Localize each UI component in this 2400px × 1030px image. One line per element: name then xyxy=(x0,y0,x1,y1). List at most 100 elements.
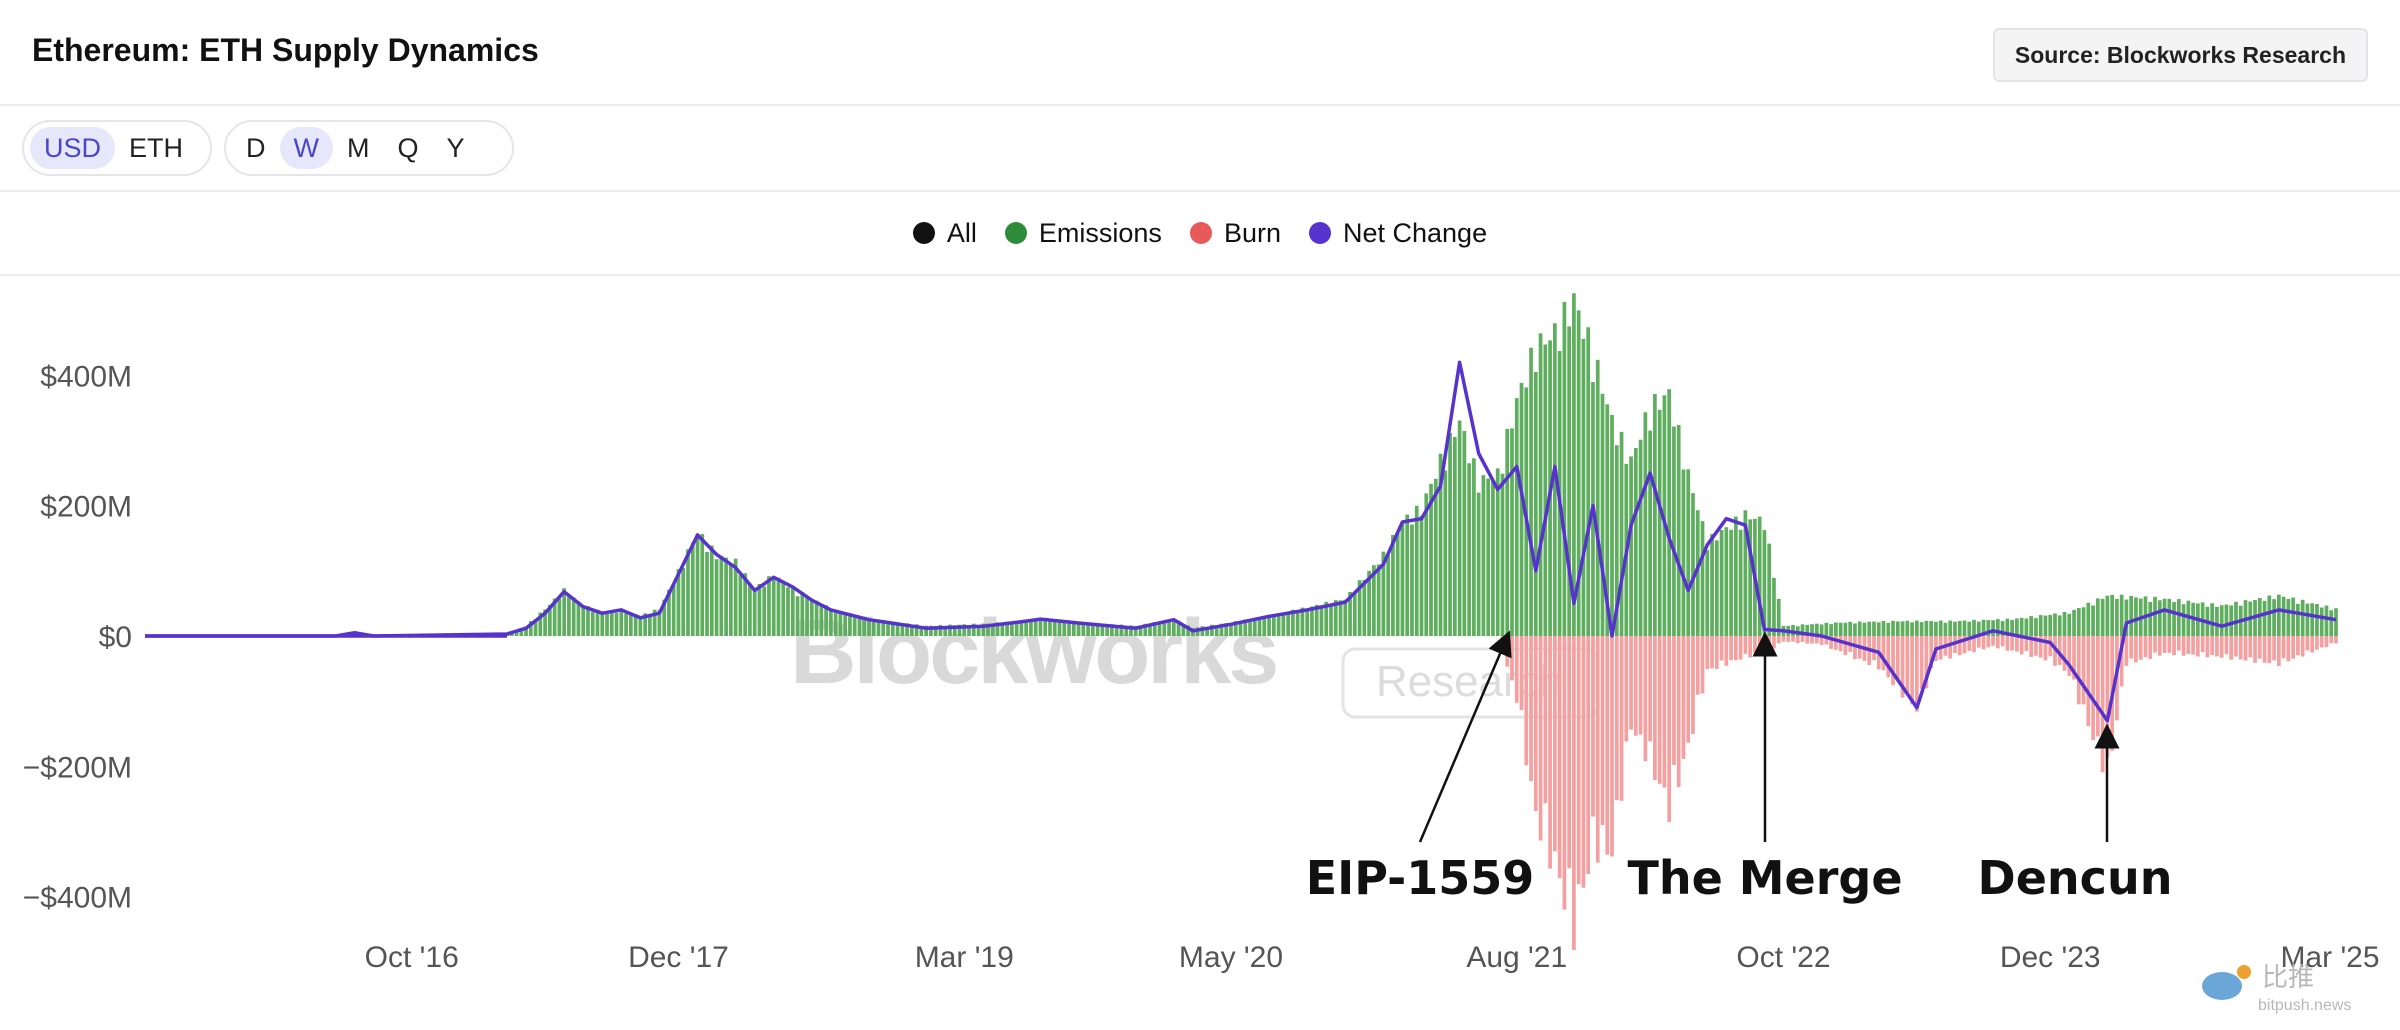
emissions-bar xyxy=(1605,404,1610,636)
emissions-bar xyxy=(676,569,681,636)
emissions-bar xyxy=(1672,426,1676,636)
emissions-bar xyxy=(2315,603,2319,636)
burn-bar xyxy=(2081,636,2086,705)
burn-bar xyxy=(2157,636,2162,656)
emissions-bar xyxy=(1338,600,1343,636)
burn-bar xyxy=(2095,636,2100,737)
burn-bar xyxy=(2272,636,2276,661)
emissions-bar xyxy=(1514,398,1519,636)
burn-bar xyxy=(2148,636,2153,659)
burn-bar xyxy=(1929,636,1933,669)
emissions-bar xyxy=(1619,431,1624,636)
legend-item-net-change[interactable]: Net Change xyxy=(1308,217,1488,249)
emissions-bar xyxy=(1024,621,1029,636)
emissions-bar xyxy=(1824,622,1829,636)
emissions-bar xyxy=(1710,534,1714,636)
source-button[interactable]: Source: Blockworks Research xyxy=(1992,28,2368,82)
emissions-bar xyxy=(1553,323,1557,636)
emissions-bar xyxy=(1867,621,1872,636)
supply-chart: Blockworks Research $400M $200M $0 −$200M −$… xyxy=(23,293,2380,974)
emissions-bar xyxy=(805,597,809,636)
legend-dot-burn xyxy=(1189,222,1212,244)
x-tick-label: Aug '21 xyxy=(1466,941,1567,974)
x-tick-label: Oct '16 xyxy=(365,941,459,974)
burn-bar xyxy=(1510,636,1514,681)
emissions-bar xyxy=(2162,598,2167,636)
burn-bar xyxy=(2138,636,2143,660)
burn-bar xyxy=(1814,636,1819,644)
burn-bar xyxy=(1838,636,1843,652)
burn-bar xyxy=(1919,636,1924,689)
burn-bar xyxy=(2210,636,2215,655)
x-tick-label: Mar '19 xyxy=(915,941,1014,974)
burn-bar xyxy=(2262,636,2267,663)
emissions-bar xyxy=(1819,624,1824,636)
annotation-label: Dencun xyxy=(1978,851,2173,905)
burn-bar xyxy=(1581,636,1586,888)
emissions-bar xyxy=(1433,478,1438,636)
burn-bar xyxy=(1819,636,1824,645)
burn-bar xyxy=(2005,636,2010,651)
emissions-bar xyxy=(2224,604,2229,636)
emissions-bar xyxy=(681,567,686,636)
emissions-bar xyxy=(1405,514,1410,636)
emissions-bar xyxy=(2043,615,2048,636)
burn-bar xyxy=(1529,636,1533,782)
legend-item-burn[interactable]: Burn xyxy=(1189,218,1281,249)
emissions-bar xyxy=(543,609,547,636)
emissions-bar xyxy=(1238,622,1243,636)
interval-w-button[interactable]: W xyxy=(279,127,333,169)
burn-bar xyxy=(2257,636,2262,659)
emissions-bar xyxy=(1086,622,1090,636)
burn-bar xyxy=(1691,636,1695,734)
burn-bar xyxy=(2062,636,2067,671)
interval-q-button[interactable]: Q xyxy=(397,133,419,163)
emissions-bar xyxy=(1576,310,1581,636)
burn-bar xyxy=(1795,636,1800,644)
bird-icon xyxy=(2202,972,2242,1000)
burn-bar xyxy=(1781,636,1786,642)
emissions-bar xyxy=(1572,293,1576,636)
burn-bar xyxy=(1700,636,1705,694)
legend-item-emissions[interactable]: Emissions xyxy=(1004,218,1162,249)
emissions-bar xyxy=(1443,470,1448,636)
legend-label-net-change: Net Change xyxy=(1342,217,1488,248)
emissions-bar xyxy=(1705,550,1710,636)
legend-item-all[interactable]: All xyxy=(912,218,977,249)
emissions-bar xyxy=(1776,598,1781,636)
emissions-bar xyxy=(1010,622,1014,636)
burn-bar xyxy=(2329,636,2334,644)
interval-y-button[interactable]: Y xyxy=(446,133,465,163)
emissions-bar xyxy=(1567,326,1572,636)
interval-m-button[interactable]: M xyxy=(346,133,370,163)
emissions-bar xyxy=(2053,613,2057,636)
burn-bar xyxy=(1719,636,1724,661)
emissions-bar xyxy=(1957,620,1962,636)
interval-d-button[interactable]: D xyxy=(246,133,266,163)
burn-bar xyxy=(2186,636,2191,654)
burn-bar xyxy=(1557,636,1562,879)
burn-bar xyxy=(1853,636,1857,660)
burn-bar xyxy=(1948,636,1953,659)
emissions-bar xyxy=(1876,622,1881,636)
burn-bar xyxy=(1610,636,1614,857)
emissions-bar xyxy=(1695,510,1700,636)
burn-bar xyxy=(2143,636,2148,658)
emissions-bar xyxy=(1691,493,1695,636)
emissions-bar xyxy=(1686,469,1691,636)
emissions-bar xyxy=(1291,609,1295,636)
net-change-line xyxy=(145,360,2337,723)
emissions-bar xyxy=(2167,598,2172,636)
emissions-bar xyxy=(667,589,671,636)
emissions-bar xyxy=(2157,600,2162,636)
x-tick-label: Dec '23 xyxy=(2000,941,2101,974)
currency-usd-button[interactable]: USD xyxy=(30,127,116,169)
emissions-bar xyxy=(1472,458,1476,636)
burn-bar xyxy=(1834,636,1838,650)
burn-bar xyxy=(1619,636,1624,801)
emissions-bar xyxy=(1476,492,1481,636)
emissions-bar xyxy=(1962,620,1967,636)
currency-eth-button[interactable]: ETH xyxy=(129,133,184,163)
burn-bar xyxy=(1505,636,1510,667)
emissions-bar xyxy=(2329,610,2334,636)
